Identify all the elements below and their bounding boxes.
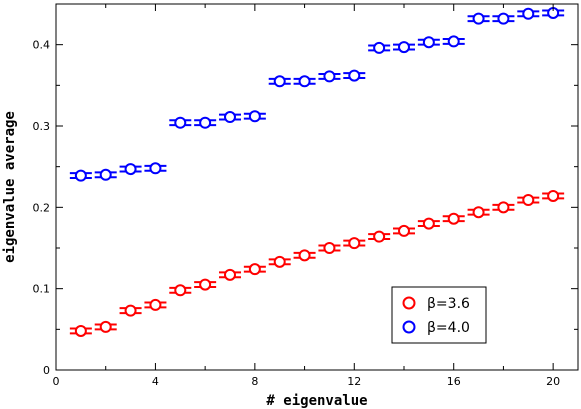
data-point [224,268,236,281]
data-point [149,162,162,175]
x-tick-label: 20 [546,375,560,388]
data-point [224,111,236,124]
data-point [348,237,361,250]
data-point [323,70,336,83]
data-point [447,35,460,48]
data-point [248,110,261,123]
legend-label: β=3.6 [427,296,470,312]
data-point [398,41,410,54]
plot-frame [55,3,579,371]
data-point [323,242,336,254]
data-point [199,278,212,291]
data-point [373,41,386,54]
data-marks [69,6,565,337]
x-axis-title: # eigenvalue [266,393,367,409]
y-tick-label: 0.1 [33,283,51,296]
data-point [398,224,410,237]
data-point [124,163,137,176]
data-point [373,230,386,243]
x-tick-label: 16 [447,375,461,388]
data-point [472,12,485,25]
series-2 [69,6,565,182]
data-point [522,194,535,207]
data-point [199,116,212,129]
data-point [497,201,510,214]
data-point [74,169,87,182]
legend: β=3.6 β=4.0 [391,286,487,344]
data-point [522,7,535,20]
data-point [298,75,311,88]
data-point [273,255,286,268]
axis-ticks: 0 4 8 12 16 20 0 0.1 0.2 0.3 0.4 [33,3,578,388]
x-tick-label: 4 [152,375,159,388]
data-point [124,304,137,317]
legend-box [391,286,487,344]
y-tick-label: 0.2 [33,201,51,214]
y-tick-label: 0.4 [33,39,51,52]
data-point [174,284,187,297]
data-point [422,36,435,49]
y-tick-label: 0.3 [33,120,51,133]
data-point [99,168,112,181]
data-point [472,206,485,219]
data-point [497,12,510,25]
y-axis-title: eigenvalue average [2,111,18,263]
data-point [348,69,361,82]
legend-label: β=4.0 [427,320,470,336]
x-tick-label: 8 [251,375,258,388]
y-tick-label: 0 [43,364,50,377]
data-point [273,75,286,88]
legend-marker [402,296,416,310]
data-point [298,249,311,262]
x-tick-label: 0 [53,375,60,388]
series-1 [69,189,565,337]
data-point [248,263,261,276]
data-point [422,217,435,230]
data-point [174,116,187,129]
data-point [547,189,560,202]
data-point [74,324,87,337]
x-tick-label: 12 [347,375,361,388]
data-point [447,212,460,225]
data-point [99,320,112,333]
data-point [149,298,162,311]
legend-marker [402,320,416,334]
